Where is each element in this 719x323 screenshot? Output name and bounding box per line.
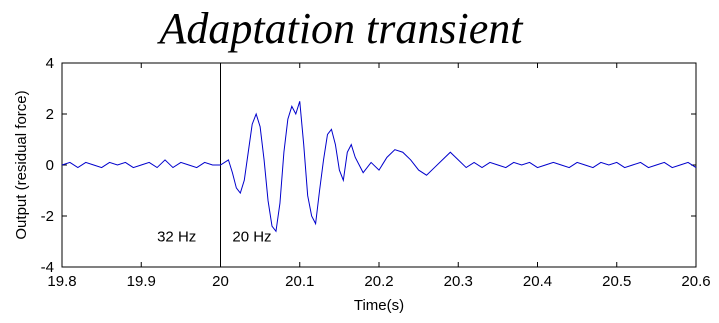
y-tick-label: 2 xyxy=(46,106,54,123)
plot-area xyxy=(61,62,697,268)
y-tick-label: 4 xyxy=(46,55,54,72)
y-tick-label: -4 xyxy=(41,259,54,276)
y-axis-label: Output (residual force) xyxy=(13,90,30,239)
x-tick-label: 20.2 xyxy=(364,273,393,290)
x-tick-label: 19.8 xyxy=(47,273,76,290)
annotation-20hz: 20 Hz xyxy=(232,228,271,245)
x-tick-label: 20.4 xyxy=(523,273,552,290)
x-axis-label: Time(s) xyxy=(354,297,404,314)
y-axis-ticks: 4 2 0 -2 -4 xyxy=(41,55,696,276)
chart-title: Adaptation transient xyxy=(157,4,525,53)
x-axis-ticks: 19.8 19.9 20 20.1 20.2 20.3 20.4 20.5 20.6 xyxy=(47,63,711,290)
x-tick-label: 20.1 xyxy=(285,273,314,290)
x-tick-label: 20.6 xyxy=(681,273,710,290)
x-tick-label: 19.9 xyxy=(127,273,156,290)
y-tick-label: -2 xyxy=(41,208,54,225)
x-tick-label: 20.3 xyxy=(444,273,473,290)
x-tick-label: 20 xyxy=(212,273,229,290)
annotation-32hz: 32 Hz xyxy=(157,228,196,245)
series-line xyxy=(61,101,697,233)
x-tick-label: 20.5 xyxy=(602,273,631,290)
y-tick-label: 0 xyxy=(46,157,54,174)
